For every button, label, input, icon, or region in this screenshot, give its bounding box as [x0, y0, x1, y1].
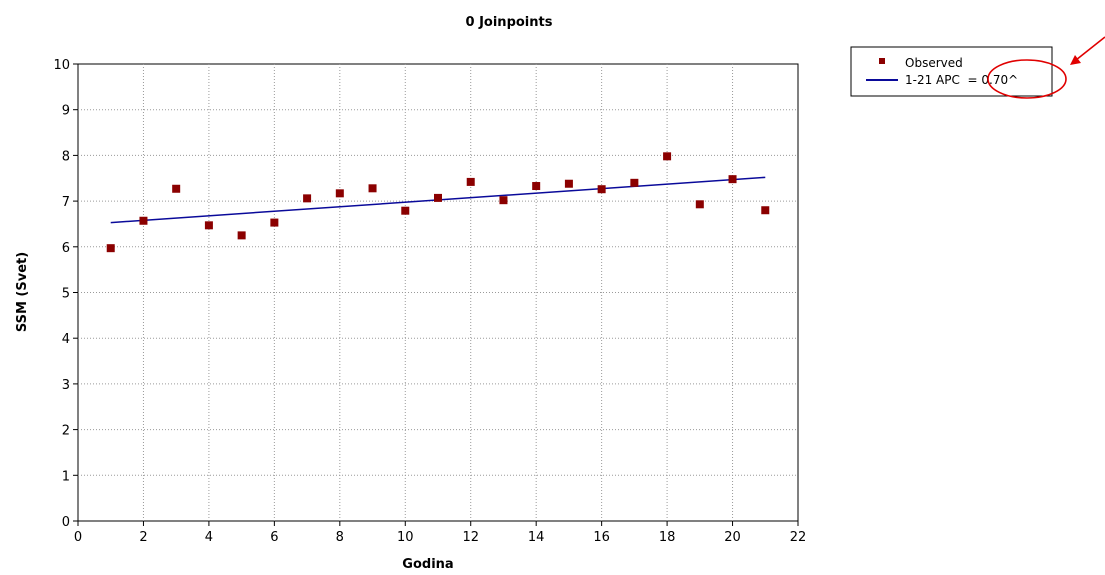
- y-tick-label: 7: [62, 195, 70, 210]
- observed-point: [270, 218, 279, 227]
- observed-point: [728, 175, 737, 184]
- y-tick-label: 9: [62, 104, 70, 119]
- observed-point: [237, 231, 246, 240]
- y-tick-label: 8: [62, 149, 70, 164]
- y-tick-label: 10: [53, 58, 70, 73]
- x-tick-label: 12: [462, 530, 479, 545]
- observed-point: [335, 189, 344, 198]
- observed-points: [106, 152, 770, 253]
- observed-point: [401, 206, 410, 215]
- legend-box: [850, 46, 1053, 97]
- observed-point: [139, 216, 148, 225]
- x-tick-label: 6: [270, 530, 278, 545]
- y-tick-label: 5: [62, 287, 70, 302]
- x-axis-label: Godina: [402, 557, 453, 572]
- chart-title: 0 Joinpoints: [466, 15, 553, 30]
- observed-point: [695, 200, 704, 209]
- observed-point: [303, 194, 312, 203]
- observed-point: [597, 185, 606, 194]
- y-tick-label: 4: [62, 332, 70, 347]
- x-axis-ticks: 0 2 4 6 8 10 12 14 16 18 20 22: [74, 521, 806, 545]
- observed-point: [434, 193, 442, 202]
- x-tick-label: 14: [528, 530, 545, 545]
- legend-observed-marker: [879, 58, 885, 64]
- highlight-circle: [987, 59, 1067, 99]
- observed-point: [761, 206, 770, 215]
- highlight-arrow: [1070, 36, 1105, 65]
- y-tick-label: 6: [62, 241, 70, 256]
- observed-point: [204, 221, 213, 230]
- observed-point: [499, 196, 508, 205]
- observed-point: [532, 182, 541, 191]
- y-tick-label: 3: [62, 378, 70, 393]
- y-tick-label: 0: [62, 515, 70, 530]
- observed-point: [564, 179, 573, 188]
- x-tick-label: 22: [790, 530, 807, 545]
- legend: Observed 1-21 APC = 0.70^: [850, 46, 1053, 97]
- observed-point: [106, 244, 115, 253]
- x-tick-label: 2: [139, 530, 147, 545]
- observed-point: [630, 178, 639, 187]
- x-tick-label: 10: [397, 530, 414, 545]
- y-tick-label: 2: [62, 424, 70, 439]
- x-tick-label: 16: [593, 530, 610, 545]
- y-axis-ticks: 0 1 2 3 4 5 6 7 8 9 10: [53, 58, 78, 530]
- legend-apc-label: 1-21 APC = 0.70^: [905, 73, 1018, 87]
- x-tick-label: 18: [659, 530, 676, 545]
- grid: [78, 64, 798, 521]
- observed-point: [663, 152, 672, 161]
- x-tick-label: 20: [724, 530, 741, 545]
- y-axis-label: SSM (Svet): [15, 252, 30, 332]
- observed-point: [466, 177, 475, 186]
- x-tick-label: 0: [74, 530, 82, 545]
- x-tick-label: 4: [205, 530, 213, 545]
- legend-observed-label: Observed: [905, 56, 963, 70]
- observed-point: [368, 184, 377, 193]
- y-tick-label: 1: [62, 469, 70, 484]
- x-tick-label: 8: [336, 530, 344, 545]
- observed-point: [172, 184, 181, 193]
